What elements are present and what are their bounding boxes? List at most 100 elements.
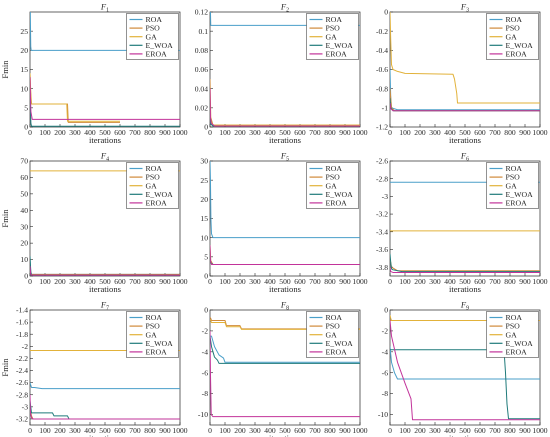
y-tick-label: 30	[20, 222, 28, 231]
legend-label: EROA	[506, 348, 528, 357]
x-tick-label: 700	[129, 277, 141, 286]
x-tick-label: 700	[489, 426, 501, 435]
x-tick-label: 100	[219, 426, 231, 435]
y-tick-label: 25	[200, 176, 208, 185]
x-tick-label: 200	[414, 277, 426, 286]
x-tick-label: 800	[324, 128, 336, 137]
x-tick-label: 700	[309, 277, 321, 286]
legend-label: E_WOA	[146, 190, 174, 199]
y-axis-label: Fmin	[0, 358, 10, 377]
y-tick-label: 0	[24, 123, 28, 132]
x-tick-label: 0	[208, 128, 212, 137]
x-axis-label: iterations	[449, 135, 482, 145]
y-tick-label: 60	[20, 173, 28, 182]
series-line-e_woa	[210, 256, 360, 265]
series-line-eroa	[210, 245, 360, 265]
subplot-title: F8	[280, 300, 289, 312]
x-axis-label: iterations	[89, 135, 122, 145]
series-line-roa	[210, 335, 360, 363]
y-tick-label: -0.6	[376, 65, 388, 74]
y-tick-label: -4	[382, 347, 389, 356]
x-tick-label: 800	[144, 128, 156, 137]
y-tick-label: -2.8	[16, 390, 28, 399]
legend-label: GA	[146, 330, 158, 339]
x-tick-label: 300	[249, 277, 261, 286]
x-tick-label: 0	[28, 426, 32, 435]
y-tick-label: -2	[382, 327, 389, 336]
legend-label: PSO	[146, 173, 161, 182]
x-tick-label: 900	[519, 277, 531, 286]
x-tick-label: 200	[234, 128, 246, 137]
series-line-e_woa	[30, 400, 180, 420]
x-tick-label: 600	[474, 426, 486, 435]
series-line-eroa	[390, 267, 540, 273]
series-lines	[210, 317, 360, 418]
legend-label: GA	[326, 330, 338, 339]
y-tick-label: 5	[204, 252, 208, 261]
x-axis-label: iterations	[269, 284, 302, 294]
x-tick-label: 1000	[172, 128, 187, 137]
x-tick-label: 300	[429, 426, 441, 435]
y-tick-label: 20	[20, 239, 28, 248]
x-tick-label: 900	[159, 277, 171, 286]
x-axis-label: iterations	[89, 433, 122, 437]
series-line-ga	[210, 252, 360, 265]
legend-label: E_WOA	[506, 41, 534, 50]
series-line-e_woa	[30, 256, 180, 276]
subplot-6: 0 100 200 300 400 500 600 700 800 900 1000 iteratio…	[376, 151, 548, 295]
legend-label: E_WOA	[326, 339, 354, 348]
y-tick-label: -1.8	[16, 330, 28, 339]
series-line-pso	[390, 88, 540, 112]
y-tick-label: 70	[20, 157, 28, 166]
subplot-2: 0 100 200 300 400 500 600 700 800 900 1000 iteratio…	[195, 2, 368, 146]
series-line-eroa	[210, 330, 360, 418]
legend-label: EROA	[326, 199, 348, 208]
series-line-ga	[30, 73, 120, 122]
x-tick-label: 600	[474, 128, 486, 137]
series-line-roa	[30, 382, 180, 390]
y-tick-label: -3	[382, 192, 389, 201]
series-line-eroa	[30, 394, 180, 420]
x-tick-label: 800	[504, 277, 516, 286]
y-tick-label: -2.2	[16, 354, 28, 363]
series-line-eroa	[30, 77, 180, 120]
y-tick-label: -2.6	[16, 378, 28, 387]
x-tick-label: 400	[444, 128, 456, 137]
x-tick-label: 100	[39, 128, 51, 137]
y-tick-label: -4	[202, 347, 209, 356]
x-tick-label: 900	[339, 277, 351, 286]
y-tick-label: 0	[384, 8, 388, 17]
x-tick-label: 500	[279, 277, 291, 286]
y-tick-label: 0	[204, 306, 208, 315]
subplot-title: F2	[280, 2, 289, 14]
x-tick-label: 1000	[172, 277, 187, 286]
x-tick-label: 200	[234, 426, 246, 435]
series-line-ga	[210, 107, 360, 126]
subplot-3: 0 100 200 300 400 500 600 700 800 900 1000 iteratio…	[376, 2, 548, 146]
x-tick-label: 600	[114, 128, 126, 137]
legend-label: GA	[146, 181, 158, 190]
x-tick-label: 800	[144, 426, 156, 435]
legend-label: GA	[506, 32, 518, 41]
series-lines	[390, 181, 540, 273]
x-tick-label: 700	[309, 128, 321, 137]
x-tick-label: 300	[249, 128, 261, 137]
x-tick-label: 400	[444, 426, 456, 435]
x-tick-label: 500	[459, 277, 471, 286]
legend-label: ROA	[326, 15, 343, 24]
series-line-roa	[30, 12, 180, 51]
y-tick-label: 10	[20, 84, 28, 93]
y-tick-label: 25	[20, 27, 28, 36]
y-tick-label: 0.04	[195, 84, 208, 93]
y-tick-label: 10	[200, 233, 208, 242]
x-tick-label: 500	[459, 128, 471, 137]
y-axis-label: Fmin	[0, 209, 10, 228]
y-tick-label: -1.6	[16, 318, 28, 327]
x-tick-label: 100	[219, 277, 231, 286]
y-tick-label: 40	[20, 206, 28, 215]
subplot-title: F3	[460, 2, 469, 14]
y-tick-label: 0	[384, 306, 388, 315]
x-tick-label: 800	[324, 426, 336, 435]
